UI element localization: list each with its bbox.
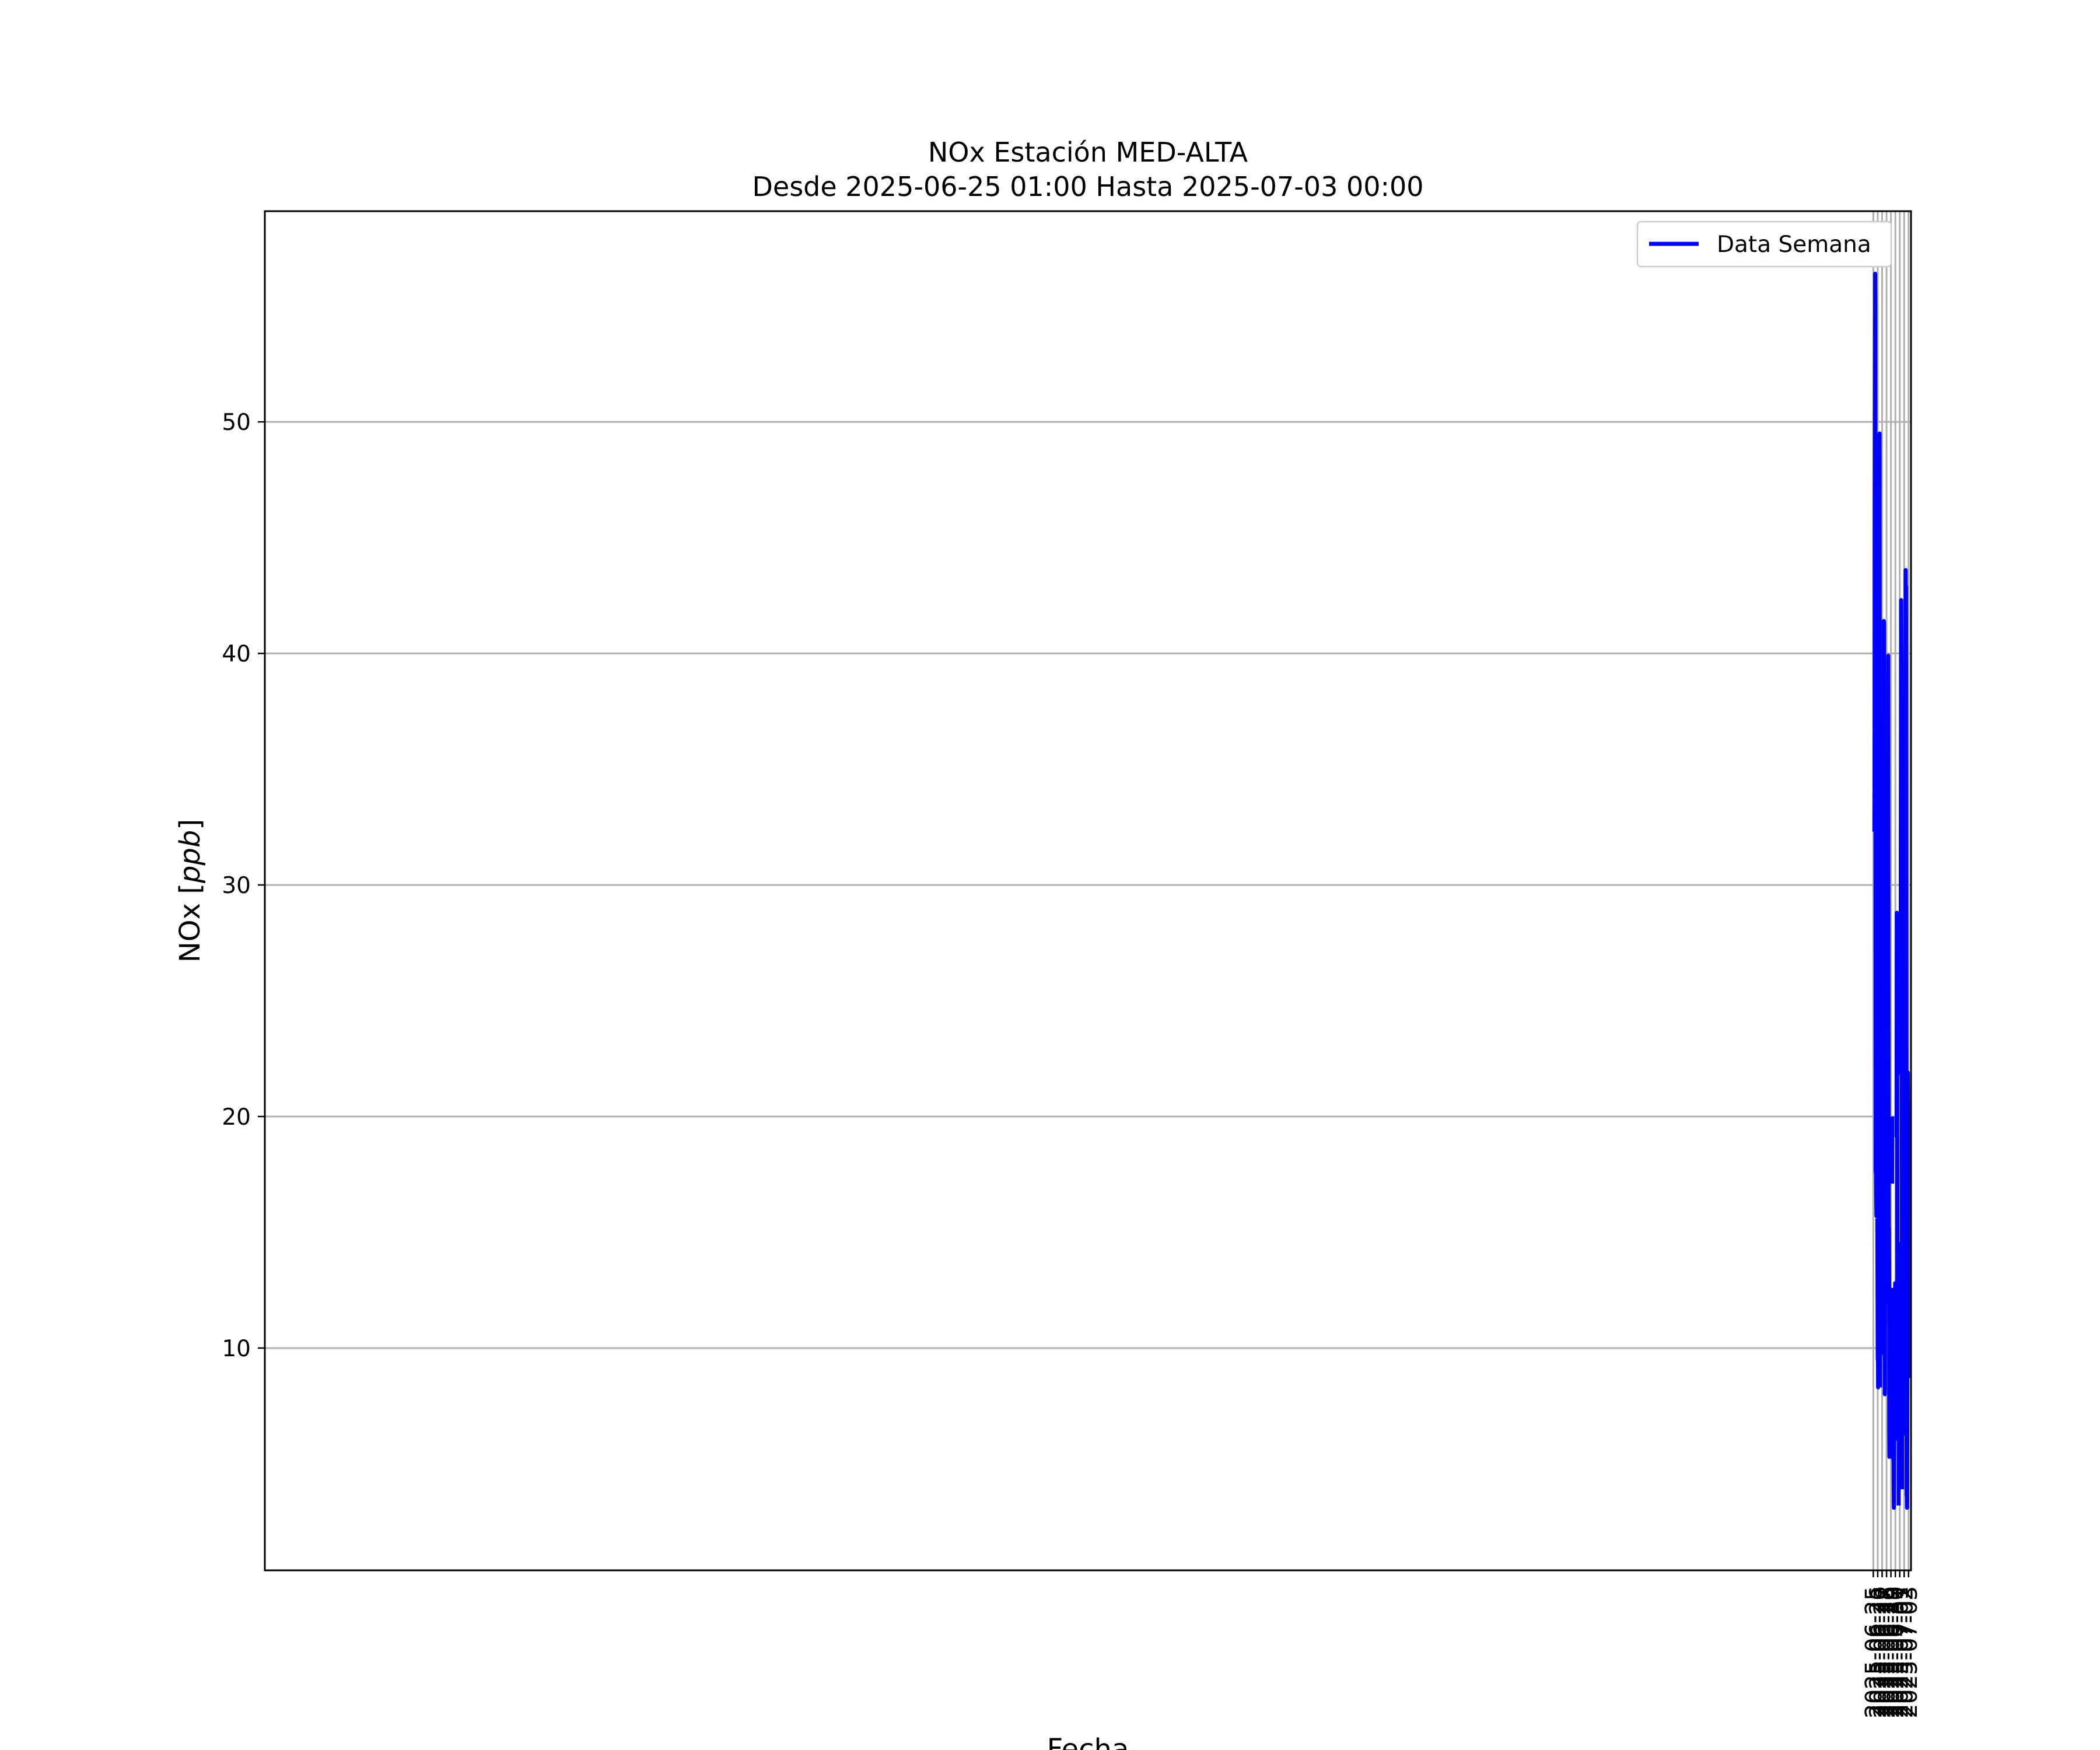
series-line-segment (1885, 653, 1892, 1459)
x-tick-label: 2025-07-01 (1888, 1586, 1914, 1718)
x-tick-label: 2025-07-03 (1896, 1586, 1923, 1718)
y-tick-label: 40 (222, 641, 251, 667)
legend-label: Data Semana (1717, 232, 1871, 258)
x-tick-label: 2025-06-29 (1879, 1586, 1905, 1718)
x-axis-ticks: 2025-06-252025-06-262025-06-272025-06-28… (1861, 1570, 1923, 1718)
series-line-segment (1875, 431, 1882, 1390)
y-tick-label: 30 (222, 873, 251, 899)
plot-frame (264, 210, 1912, 1572)
x-tick-label: 2025-07-02 (1892, 1586, 1918, 1718)
x-tick-label: 2025-06-27 (1870, 1586, 1896, 1718)
series-line-segment (1901, 568, 1911, 1510)
legend: Data Semana (1636, 220, 1892, 268)
y-axis-label-prefix: NOx [ (174, 883, 206, 963)
y-axis-label-unit: ppb (174, 830, 206, 884)
chart-title-line-2: Desde 2025-06-25 01:00 Hasta 2025-07-03 … (752, 171, 1423, 202)
series-data-semana (1872, 271, 1911, 1510)
x-tick-label: 2025-06-25 (1861, 1586, 1887, 1718)
y-tick-label: 20 (222, 1104, 251, 1130)
x-axis-label: Fecha (1047, 1733, 1129, 1750)
legend-box (1636, 220, 1892, 268)
y-axis-label-suffix: ] (174, 819, 206, 830)
y-axis-label: NOx [ppb] (174, 819, 206, 963)
y-axis-ticks: 10 20 30 40 50 (222, 410, 265, 1362)
x-tick-label: 2025-06-26 (1866, 1586, 1892, 1718)
x-tick-label: 2025-06-30 (1883, 1586, 1909, 1718)
chart-title-line-1: NOx Estación MED-ALTA (928, 136, 1248, 168)
series-line-segment (1891, 1281, 1898, 1510)
series-line-segment (1872, 271, 1879, 1219)
x-tick-label: 2025-06-28 (1874, 1586, 1901, 1718)
y-tick-label: 50 (222, 410, 251, 436)
y-tick-label: 10 (222, 1336, 251, 1362)
